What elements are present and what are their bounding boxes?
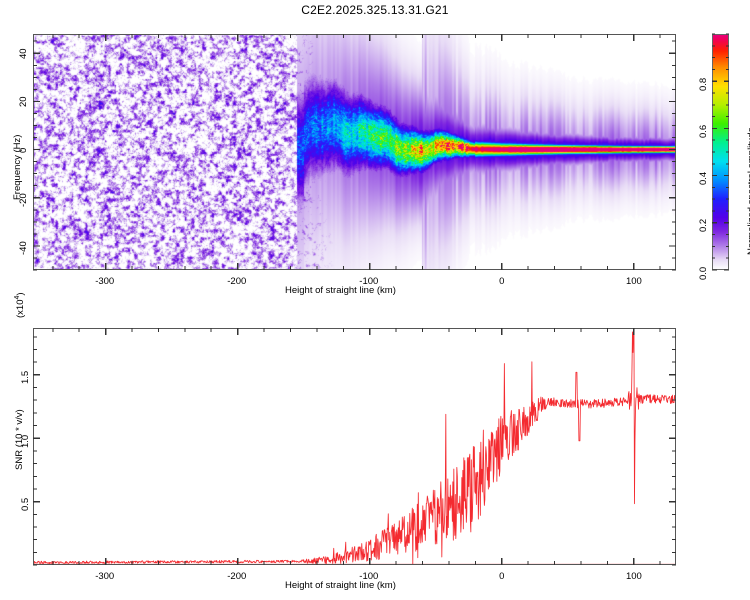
axis-tick-label: 0.4 xyxy=(698,171,709,186)
spectrogram-image xyxy=(33,34,676,270)
exponent-close: ) xyxy=(15,292,27,296)
axis-tick-label: 0 xyxy=(18,147,29,153)
axis-tick-label: 0.2 xyxy=(698,219,709,233)
axis-tick-label: 20 xyxy=(18,96,29,108)
snr-trace xyxy=(33,328,676,565)
colorbar-label: Normalized spectral amplitude xyxy=(746,127,750,255)
axis-tick-label: -300 xyxy=(95,571,115,582)
axis-tick-label: 0.5 xyxy=(20,498,31,512)
page-title: C2E2.2025.325.13.31.G21 xyxy=(301,3,449,17)
axis-tick-label: -200 xyxy=(227,276,247,287)
axis-tick-label: 0.8 xyxy=(698,77,709,91)
axis-tick-label: 100 xyxy=(625,571,642,582)
spectrogram-xlabel: Height of straight line (km) xyxy=(285,285,396,296)
axis-tick-label: -100 xyxy=(359,276,379,287)
colorbar-gradient xyxy=(712,34,729,270)
axis-tick-label: 0 xyxy=(499,276,505,287)
axis-tick-label: 0 xyxy=(499,571,505,582)
axis-tick-label: 100 xyxy=(625,276,642,287)
axis-tick-label: 1.0 xyxy=(20,434,31,448)
axis-tick-label: -20 xyxy=(18,193,29,207)
axis-tick-label: -40 xyxy=(18,241,29,255)
axis-tick-label: 0.6 xyxy=(698,124,709,138)
axis-tick-label: 0.0 xyxy=(698,266,709,280)
exponent-base: (x10 xyxy=(15,299,27,318)
colorbar xyxy=(712,34,729,270)
snr-panel xyxy=(33,328,676,565)
axis-tick-label: 1.5 xyxy=(20,371,31,385)
axis-tick-label: -300 xyxy=(95,276,115,287)
axis-tick-label: -100 xyxy=(359,571,379,582)
exponent-power: 4 xyxy=(14,295,21,300)
spectrogram-panel xyxy=(33,34,676,270)
snr-xlabel: Height of straight line (km) xyxy=(285,580,396,591)
axis-tick-label: -200 xyxy=(227,571,247,582)
axis-tick-label: 40 xyxy=(18,48,29,60)
spectrogram-ylabel: Frequency (Hz) xyxy=(12,134,23,200)
